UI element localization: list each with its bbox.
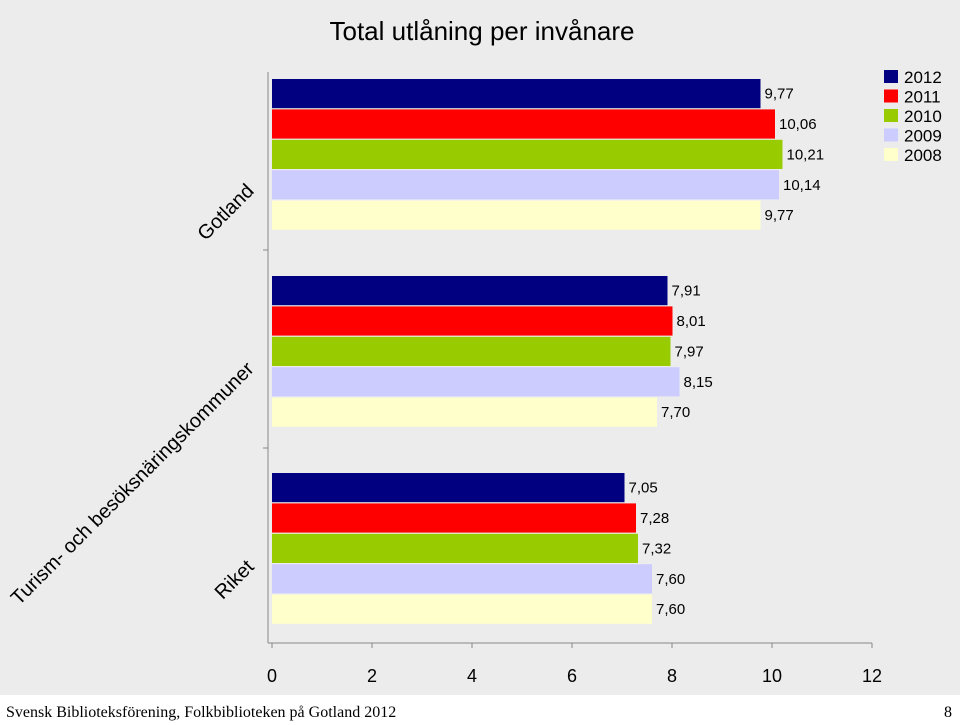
footer-text: Svensk Biblioteksförening, Folkbibliotek… [6, 704, 397, 721]
data-label: 8,15 [684, 374, 713, 391]
data-label: 7,60 [656, 601, 685, 618]
x-tick-label: 0 [267, 666, 277, 686]
bar [272, 139, 783, 169]
bar [272, 594, 652, 624]
legend-swatch [884, 89, 898, 103]
chart-title: Total utlåning per invånare [330, 16, 635, 46]
data-label: 7,91 [672, 283, 701, 300]
category-label: Riket [211, 556, 259, 604]
bar [272, 200, 761, 230]
x-tick-label: 10 [762, 666, 782, 686]
chart-panel: Total utlåning per invånare 9,77 10,06 10,… [0, 0, 960, 695]
bar [272, 533, 638, 563]
data-label: 7,60 [656, 571, 685, 588]
page-number: 8 [944, 704, 952, 721]
data-label: 7,97 [675, 343, 704, 360]
bar [272, 473, 625, 503]
legend-swatch [884, 128, 898, 142]
bar [272, 397, 657, 427]
bar [272, 336, 671, 366]
data-label: 10,14 [783, 177, 821, 194]
bar [272, 109, 775, 139]
bar [272, 367, 680, 397]
category-label: Gotland [193, 180, 258, 245]
bar [272, 503, 636, 533]
category-label: Turism- och besöksnäringskommuner [7, 358, 259, 610]
legend-entry: 2008 [904, 146, 942, 165]
x-tick-label: 12 [862, 666, 882, 686]
x-tick-label: 2 [367, 666, 377, 686]
data-label: 7,05 [629, 480, 658, 497]
plot-area: 9,77 10,06 10,21 10,14 9,77 7,91 8,01 7,97 8,15 7… [7, 72, 882, 686]
bar [272, 170, 779, 200]
x-tick-label: 6 [567, 666, 577, 686]
data-label: 10,06 [779, 116, 817, 133]
bar [272, 79, 761, 109]
data-label: 7,28 [640, 510, 669, 527]
legend-entry: 2011 [904, 88, 941, 107]
bar-chart: Total utlåning per invånare 9,77 10,06 10,… [7, 16, 942, 686]
bar [272, 306, 673, 336]
bar [272, 276, 668, 306]
data-label: 9,77 [765, 86, 794, 103]
legend-swatch [884, 148, 898, 161]
data-label: 10,21 [787, 146, 825, 163]
legend-entry: 2010 [904, 107, 942, 126]
data-label: 9,77 [765, 207, 794, 224]
legend-entry: 2009 [904, 127, 942, 146]
data-label: 7,32 [642, 540, 671, 557]
data-label: 7,70 [661, 404, 690, 421]
legend-swatch [884, 109, 898, 122]
data-label: 8,01 [677, 313, 706, 330]
legend-swatch [884, 70, 898, 83]
x-tick-label: 8 [667, 666, 677, 686]
x-tick-label: 4 [467, 666, 477, 686]
bar [272, 564, 652, 594]
legend-entry: 2012 [904, 68, 942, 87]
